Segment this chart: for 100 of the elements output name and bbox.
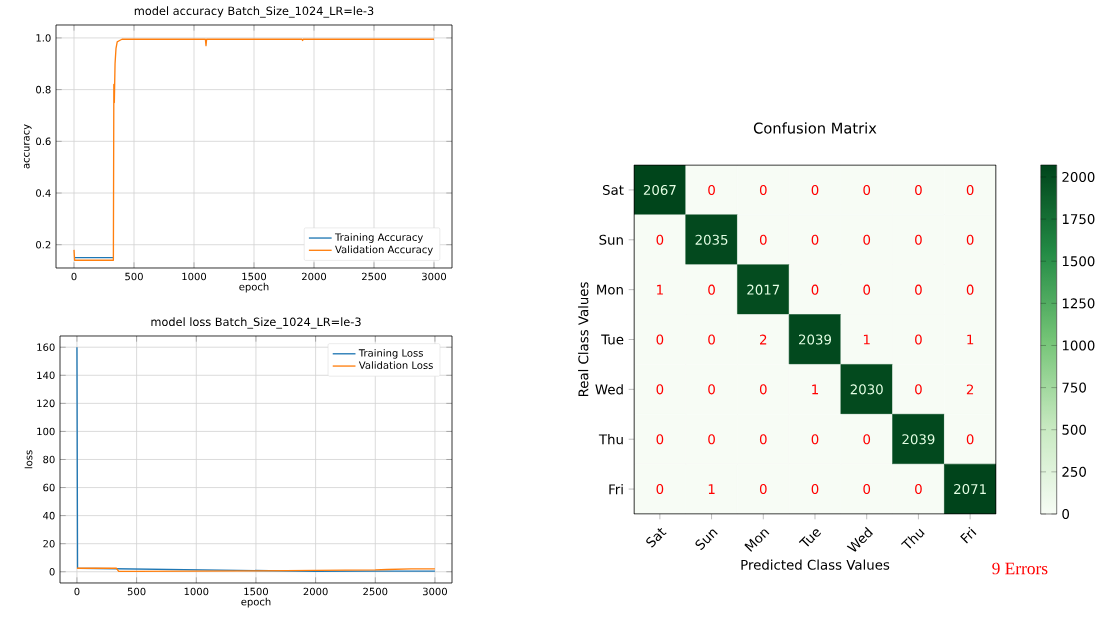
- legend-label: Training Accuracy: [334, 233, 423, 243]
- x-tick-label: 0: [74, 587, 80, 596]
- data-label: 0: [863, 434, 871, 445]
- data-label: 0: [966, 234, 974, 245]
- data-label: 0: [708, 434, 715, 445]
- y-axis-title: Real Class Values: [578, 282, 589, 397]
- data-label: 2039: [902, 434, 935, 445]
- data-label: 0: [966, 434, 974, 445]
- data-label: 0: [656, 484, 664, 495]
- data-label: 1: [708, 484, 715, 494]
- color-bar-label: 1750: [1062, 214, 1095, 225]
- y-axis-title: loss: [24, 450, 33, 469]
- x-tick-label: 2500: [363, 587, 388, 596]
- y-tick-label: 20: [43, 539, 55, 548]
- data-label: 0: [811, 184, 819, 195]
- data-label: 1: [812, 384, 819, 395]
- x-tick-label: Sat: [646, 528, 667, 548]
- data-label: 0: [915, 184, 922, 195]
- x-tick-label: 3000: [422, 587, 447, 596]
- data-label: 0: [811, 284, 819, 295]
- data-label: 2071: [954, 484, 986, 495]
- data-label: 0: [811, 234, 819, 245]
- y-tick-label: 0.6: [36, 137, 51, 146]
- data-label: 0: [759, 234, 767, 245]
- data-label: 0: [759, 184, 767, 195]
- data-label: 0: [863, 484, 871, 495]
- y-tick-label: 140: [37, 371, 55, 380]
- data-label: 2030: [850, 384, 883, 395]
- x-tick-label: 0: [71, 272, 77, 281]
- x-tick-label: Fri: [960, 526, 977, 544]
- data-label: 2039: [799, 334, 832, 345]
- text: 9 Errors: [992, 562, 1048, 575]
- data-label: 0: [966, 184, 974, 195]
- data-label: 0: [656, 234, 664, 245]
- x-tick-label: 2000: [302, 272, 327, 281]
- y-tick-label: 0.8: [36, 85, 51, 94]
- data-label: 0: [708, 284, 715, 295]
- y-tick-label: Mon: [597, 284, 623, 295]
- y-tick-label: 0: [49, 567, 55, 576]
- color-bar-label: 250: [1062, 466, 1086, 477]
- color-bar-label: 0: [1062, 508, 1070, 520]
- x-tick-label: Thu: [900, 528, 925, 549]
- x-axis-title: epoch: [241, 597, 271, 608]
- data-label: 0: [915, 484, 922, 495]
- y-tick-label: Wed: [595, 384, 623, 395]
- data-label: 0: [863, 284, 871, 295]
- y-tick-label: Fri: [609, 483, 623, 495]
- y-tick-label: 120: [37, 399, 55, 408]
- data-label: 2035: [695, 234, 728, 245]
- x-tick-label: 1500: [242, 272, 267, 281]
- y-tick-label: 0.4: [36, 189, 51, 197]
- data-label: 0: [708, 184, 715, 195]
- x-tick-label: 1000: [184, 587, 209, 596]
- legend-label: Validation Accuracy: [335, 245, 433, 256]
- data-label: 0: [811, 484, 819, 495]
- color-bar-label: 1250: [1062, 298, 1095, 309]
- y-tick-label: Tue: [601, 334, 624, 345]
- data-label: 2: [966, 384, 974, 395]
- data-label: 1: [967, 334, 974, 345]
- data-label: 1: [863, 334, 870, 345]
- y-tick-label: 40: [43, 511, 55, 520]
- color-bar-label: 500: [1062, 424, 1086, 435]
- data-label: 0: [915, 384, 922, 395]
- y-tick-label: Sat: [602, 184, 624, 195]
- x-tick-label: 500: [127, 587, 146, 596]
- y-tick-label: Thu: [598, 434, 623, 445]
- data-label: 0: [656, 434, 664, 445]
- data-label: 0: [915, 234, 922, 245]
- x-tick-label: 500: [125, 272, 143, 281]
- data-label: 0: [759, 484, 767, 495]
- x-tick-label: 1500: [244, 587, 268, 596]
- y-tick-label: 100: [37, 427, 55, 436]
- data-label: 2: [760, 334, 767, 345]
- data-label: 2017: [747, 284, 780, 295]
- data-label: 0: [656, 384, 664, 395]
- chart-title: model loss Batch_Size_1024_LR=le-3: [151, 317, 361, 329]
- data-label: 2067: [643, 184, 676, 195]
- y-tick-label: 80: [43, 455, 55, 464]
- x-tick-label: 2000: [303, 587, 328, 596]
- legend-label: Training Loss: [358, 349, 423, 359]
- y-tick-label: Sun: [599, 234, 623, 245]
- x-axis-title: epoch: [239, 282, 269, 293]
- data-label: 0: [811, 434, 819, 445]
- y-axis-title: accuracy: [23, 124, 32, 169]
- data-label: 0: [656, 334, 664, 345]
- x-tick-label: Tue: [798, 529, 821, 547]
- data-label: 0: [863, 184, 871, 195]
- data-label: 0: [708, 384, 715, 395]
- data-label: 0: [759, 384, 767, 395]
- color-bar-label: 1000: [1062, 340, 1095, 351]
- data-label: 0: [915, 334, 922, 345]
- y-tick-label: 0.2: [36, 240, 51, 249]
- y-tick-label: 1.0: [36, 34, 51, 42]
- x-axis-title: Predicted Class Values: [741, 559, 890, 570]
- x-tick-label: 1000: [182, 272, 207, 281]
- data-label: 0: [966, 284, 974, 295]
- chart-title: model accuracy Batch_Size_1024_LR=le-3: [134, 6, 374, 18]
- color-bar-label: 750: [1062, 382, 1086, 393]
- color-bar-label: 2000: [1062, 171, 1095, 182]
- y-tick-label: 160: [37, 343, 55, 351]
